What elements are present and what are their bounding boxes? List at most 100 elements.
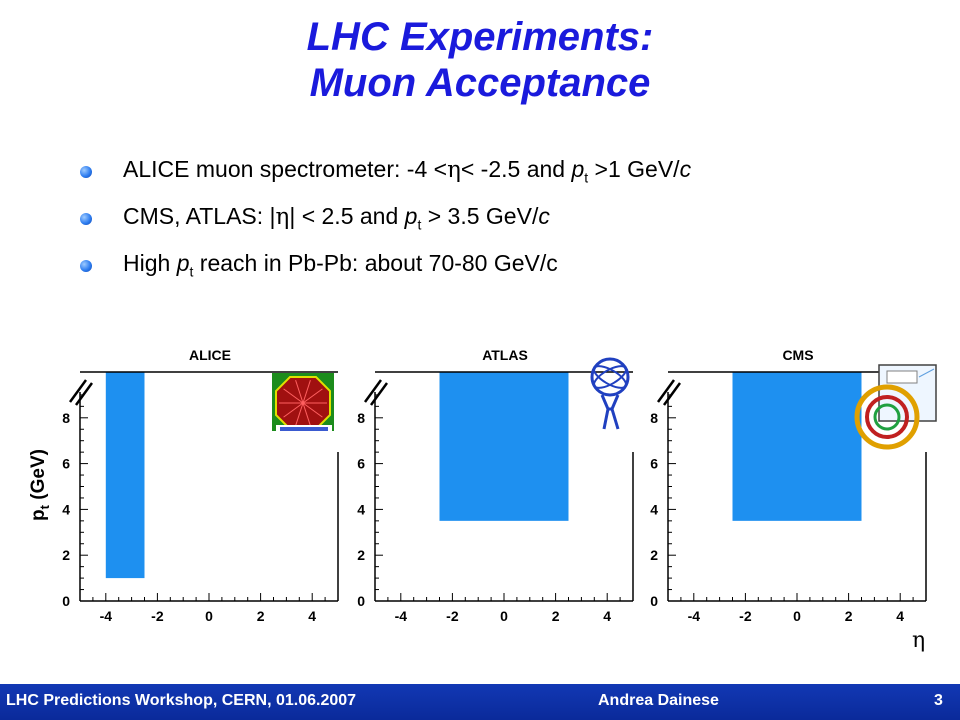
eta-symbol: η [447,157,461,183]
pt-symbol: p [176,250,190,276]
bullet-text: < -2.5 and [460,156,572,182]
y-axis-label: pt (GeV) [28,449,52,521]
y-tick-label: 0 [357,593,365,609]
unit-c: c [538,203,550,229]
alice-logo-wordmark [280,427,328,431]
pt-symbol: p [571,156,585,182]
x-tick-label: 4 [896,608,904,624]
x-tick-label: 0 [205,608,213,624]
alice-logo-track [302,402,311,426]
alice-logo-track [295,380,304,404]
atlas-globe-orbit [593,365,627,389]
y-tick-label: 6 [62,456,70,472]
acceptance-region [732,372,862,521]
acceptance-region [439,372,569,521]
y-tick-label: 4 [357,501,365,517]
y-tick-label: 4 [650,501,658,517]
x-tick-label: -4 [395,608,408,624]
pt-subscript: t [189,263,194,280]
bullet-text: reach in Pb-Pb: about 70-80 GeV/c [193,250,558,276]
footer-author: Andrea Dainese [598,692,719,709]
x-tick-label: 2 [845,608,853,624]
cms-logo-ring [854,384,920,450]
unit-c: c [679,156,692,182]
axis-break-mark [662,382,682,406]
x-tick-label: 4 [308,608,316,624]
x-tick-label: 2 [552,608,560,624]
x-tick-label: -4 [688,608,701,624]
bullet-text: > 3.5 GeV/ [421,203,539,229]
bullet-text: High [123,250,177,276]
axis-break-mark [656,379,676,403]
cms-logo-ring [873,403,901,431]
y-tick-label: 2 [62,547,70,563]
x-tick-label: -4 [100,608,113,624]
y-tick-label: 8 [62,410,70,426]
footer-page-number: 3 [934,692,943,709]
title-line-2: Muon Acceptance [309,61,651,105]
alice-logo-track [283,388,304,404]
y-tick-label: 2 [357,547,365,563]
pt-symbol: p [404,203,418,229]
cms-logo-line [918,368,935,378]
y-tick-label: 6 [650,456,658,472]
chart-panel-cms: CMS 0 2 4 6 8 -4 -2 0 2 4 [650,347,927,624]
y-label-sub: t [37,504,52,509]
footer-bar: LHC Predictions Workshop, CERN, 01.06.20… [0,684,960,720]
title-line-1: LHC Experiments: [306,15,654,59]
axis-break-mark [68,379,88,403]
axis-break-mark [363,379,383,403]
bullet-text: CMS, ATLAS: | [123,203,276,229]
atlas-logo-icon [590,357,630,430]
x-tick-label: 2 [257,608,265,624]
y-tick-label: 0 [62,593,70,609]
acceptance-charts: pt (GeV) ALICE 0 2 4 6 8 -4 -2 0 2 4 ATLAS 0 2 4 6 8 -4 -2… [28,347,937,653]
bullet-dot-icon [80,260,92,272]
chart-title: ALICE [189,347,231,363]
axis-break-mark [74,382,94,406]
chart-panel-atlas: ATLAS 0 2 4 6 8 -4 -2 0 2 4 [357,347,634,624]
atlas-globe-orbit [593,365,627,389]
axis-break-mark [369,382,389,406]
alice-logo-track [302,402,323,418]
bullet-dot-icon [80,166,92,178]
y-label-unit: (GeV) [28,449,49,505]
y-tick-label: 8 [650,410,658,426]
x-tick-label: -2 [151,608,164,624]
bullet-text: >1 GeV/ [588,156,680,182]
cms-logo-wordmark-box [886,370,918,384]
svg-text:pt (GeV): pt (GeV) [28,449,52,521]
pt-subscript: t [417,216,422,233]
y-tick-label: 8 [357,410,365,426]
bullet-dot-icon [80,213,92,225]
footer-event: LHC Predictions Workshop, CERN, 01.06.20… [6,692,357,709]
alice-logo-icon [272,373,334,433]
chart-title: CMS [782,347,813,363]
y-tick-label: 6 [357,456,365,472]
cms-logo-icon [854,364,937,450]
alice-logo-track [302,380,311,404]
eta-symbol: η [275,204,290,230]
x-axis-label-eta: η [912,628,925,653]
atlas-globe [590,357,630,397]
chart-panel-alice: ALICE 0 2 4 6 8 -4 -2 0 2 4 [62,347,339,624]
y-tick-label: 2 [650,547,658,563]
y-label-p: p [28,509,49,521]
alice-logo-track [302,388,323,404]
x-tick-label: 4 [603,608,611,624]
bullet-text: | < 2.5 and [289,203,405,229]
bullet-text: ALICE muon spectrometer: -4 < [123,156,448,182]
x-tick-label: -2 [446,608,459,624]
y-tick-label: 4 [62,501,70,517]
x-tick-label: 0 [500,608,508,624]
pt-subscript: t [584,169,589,186]
acceptance-region [105,372,145,579]
chart-title: ATLAS [482,347,528,363]
x-tick-label: -2 [739,608,752,624]
y-tick-label: 0 [650,593,658,609]
alice-logo-track [295,402,304,426]
x-tick-label: 0 [793,608,801,624]
slide-title: LHC Experiments: Muon Acceptance [0,14,960,106]
atlas-figure [600,394,620,430]
alice-logo-track [283,402,304,418]
